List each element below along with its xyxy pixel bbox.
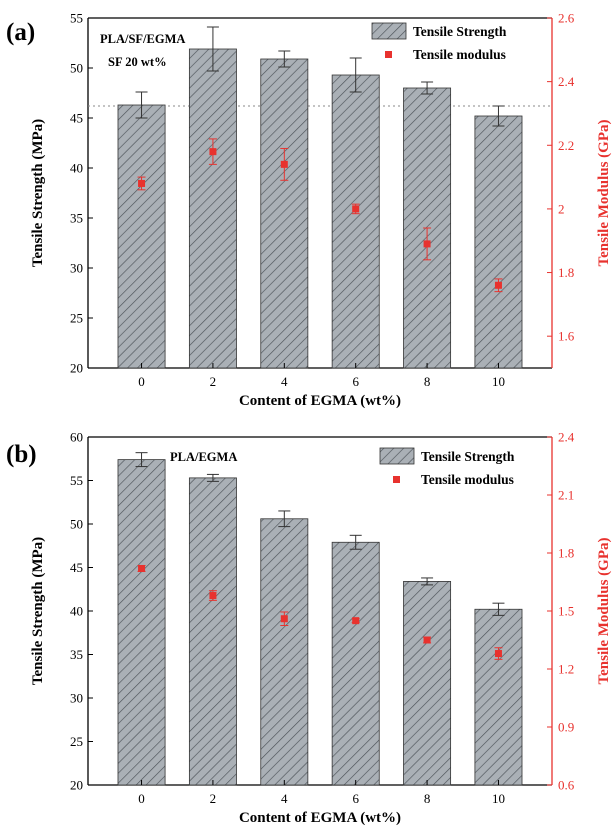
legend-label-strength: Tensile Strength [413,24,507,39]
modulus-point [138,179,146,187]
y-axis-title: Tensile Strength (MPa) [30,537,46,685]
legend-label-strength: Tensile Strength [421,449,515,464]
modulus-point [423,636,431,644]
x-tick-label: 2 [210,374,217,389]
y2-tick-label: 2.2 [558,138,574,153]
strength-bar [474,115,523,369]
modulus-point [280,615,288,623]
strength-bar [188,477,237,786]
y2-axis-title: Tensile Modulus (GPa) [596,120,612,267]
y-tick-label: 50 [70,61,83,76]
x-tick-label: 10 [492,374,505,389]
chart-panel-a: 20 25 30 35 40 45 50 55 1.6 1.8 2 2.2 2.4 2.6 0 2 4 6 8 10 C… [6,11,612,410]
y-tick-label: 30 [70,691,83,706]
x-axis-title: Content of EGMA (wt%) [239,393,401,409]
y-tick-label: 20 [70,361,83,376]
y2-tick-label: 2.4 [558,430,575,445]
strength-bar [260,518,309,786]
x-tick-label: 6 [352,374,359,389]
y-tick-label: 35 [70,647,83,662]
y-tick-label: 60 [70,430,83,445]
y2-tick-label: 0.9 [558,720,574,735]
panel-label: (a) [6,19,35,46]
x-axis-title: Content of EGMA (wt%) [239,810,401,826]
modulus-point [352,205,360,213]
modulus-point [494,281,502,289]
x-tick-label: 0 [138,374,145,389]
y-tick-label: 20 [70,778,83,793]
y-tick-label: 35 [70,211,83,226]
y-tick-label: 55 [70,11,83,26]
y-axis-title: Tensile Strength (MPa) [30,119,46,267]
x-tick-label: 0 [138,791,145,806]
strength-bar [188,48,237,369]
y2-tick-label: 2.6 [558,11,575,26]
y-tick-label: 55 [70,473,83,488]
x-tick-label: 4 [281,374,288,389]
strength-bar [260,58,309,369]
annotation: SF 20 wt% [108,55,167,69]
y2-tick-label: 0.6 [558,778,575,793]
y-tick-label: 25 [70,311,83,326]
y2-tick-label: 1.2 [558,662,574,677]
y-tick-label: 40 [70,161,83,176]
modulus-point [209,148,217,156]
legend-swatch-modulus [385,51,392,58]
y-tick-label: 25 [70,734,83,749]
modulus-point [494,650,502,658]
strength-bar [331,541,380,786]
y-tick-label: 50 [70,517,83,532]
strength-bar [474,608,523,786]
y2-axis-title: Tensile Modulus (GPa) [596,538,612,685]
y-tick-label: 45 [70,111,83,126]
x-tick-label: 8 [424,791,431,806]
strength-bar [117,459,166,786]
y2-tick-label: 2 [558,201,565,216]
x-tick-label: 2 [210,791,217,806]
strength-bar [117,104,166,369]
y-tick-label: 30 [70,261,83,276]
annotation: PLA/SF/EGMA [100,32,185,46]
y2-tick-label: 1.8 [558,546,574,561]
modulus-point [138,564,146,572]
legend-label-modulus: Tensile modulus [421,472,514,487]
x-tick-label: 10 [492,791,505,806]
y2-tick-label: 1.8 [558,265,574,280]
y2-tick-label: 1.5 [558,604,574,619]
strength-bar [403,581,452,786]
modulus-point [280,160,288,168]
modulus-point [423,240,431,248]
y2-tick-label: 2.1 [558,488,574,503]
y-tick-label: 45 [70,560,83,575]
annotation: PLA/EGMA [170,450,237,464]
legend-swatch-strength [371,22,407,40]
chart-panel-b: 20 25 30 35 40 45 50 55 60 0.6 0.9 1.2 1.5 1.8 2.1 2.4 0… [6,430,612,827]
x-tick-label: 4 [281,791,288,806]
legend-swatch-modulus [393,476,400,483]
x-tick-label: 8 [424,374,431,389]
y-tick-label: 40 [70,604,83,619]
x-tick-label: 6 [352,791,359,806]
y2-tick-label: 1.6 [558,329,575,344]
legend-label-modulus: Tensile modulus [413,47,506,62]
legend-swatch-strength [379,447,415,465]
y2-tick-label: 2.4 [558,74,575,89]
strength-bar [331,74,380,369]
modulus-point [209,592,217,600]
panel-label: (b) [6,441,37,468]
modulus-point [352,617,360,625]
